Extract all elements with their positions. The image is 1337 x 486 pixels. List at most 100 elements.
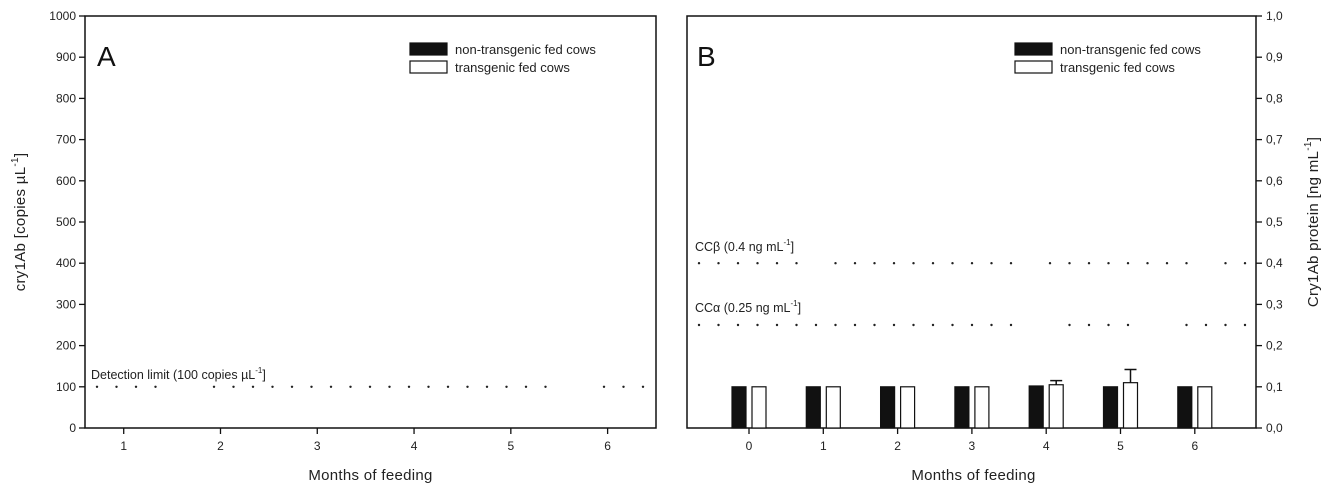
reference-line-ccalpha-dot <box>853 323 857 327</box>
reference-line-dot <box>466 385 469 388</box>
reference-line-dot <box>212 385 216 388</box>
reference-line-dot <box>602 385 606 388</box>
reference-line-ccalpha-dot <box>795 323 798 327</box>
reference-line-label: Detection limit (100 copies µL-1] <box>91 366 266 382</box>
reference-line-ccbeta-dot <box>1068 262 1071 265</box>
y-tick-label: 1,0 <box>1266 9 1283 23</box>
x-axis-title: Months of feeding <box>911 467 1035 484</box>
reference-line-ccalpha-dot <box>717 323 720 327</box>
reference-line-dot <box>115 385 118 388</box>
bar-non-transgenic <box>1177 386 1193 429</box>
reference-line-ccbeta-dot <box>990 262 993 265</box>
y-tick-label: 100 <box>56 380 76 394</box>
reference-line-dot <box>271 385 274 388</box>
reference-line-dot <box>134 385 138 388</box>
legend: non-transgenic fed cows transgenic fed co… <box>409 42 596 75</box>
reference-line-ccbeta-dot <box>1165 262 1169 265</box>
y-tick-label: 0,9 <box>1266 50 1283 64</box>
reference-line-ccbeta-dot <box>912 262 915 265</box>
reference-line-label-ccalpha: CCα (0.25 ng mL-1] <box>695 299 801 315</box>
reference-line-ccbeta-dot <box>697 262 701 265</box>
legend-swatch <box>1014 42 1053 56</box>
x-tick-label: 0 <box>746 439 753 453</box>
y-tick-label: 500 <box>56 215 76 229</box>
reference-line-label-tail: ] <box>262 368 265 382</box>
reference-line-ccalpha-dot <box>1087 323 1091 327</box>
reference-line-ccalpha-dot <box>756 323 759 327</box>
reference-line-dot <box>524 385 528 388</box>
reference-line-label-main: Detection limit (100 copies µL <box>91 368 255 382</box>
reference-line-ccalpha-dot <box>1126 323 1130 327</box>
y-tick-label: 0,0 <box>1266 421 1283 435</box>
panel-b: 0,0 0,1 0,2 0,3 0,4 0,5 0,6 0,7 0,8 0,9 1,0 0 1 2 3 4 5 6… <box>686 9 1322 484</box>
reference-line-ccbeta-dot <box>1107 262 1110 265</box>
reference-line-label-ccalpha-tail: ] <box>798 301 801 315</box>
y-tick-label: 400 <box>56 256 76 270</box>
reference-line-dot <box>446 385 450 388</box>
reference-line-ccalpha-dot <box>736 323 740 327</box>
y-axis-title: Cry1Ab protein [ng mL-1] <box>1303 137 1322 307</box>
y-axis-title-close: ] <box>12 153 29 157</box>
reference-line-dot <box>485 385 489 388</box>
y-tick-label: 600 <box>56 174 76 188</box>
y-tick-label: 0,7 <box>1266 133 1283 147</box>
reference-line-ccalpha-dot <box>1009 323 1013 327</box>
panel-a: 0 100 200 300 400 500 600 700 800 900 1000 1 2 3 4 5 6 Mo… <box>10 9 657 484</box>
y-tick-label: 900 <box>56 50 76 64</box>
y-axis-title-close: ] <box>1305 137 1322 141</box>
x-axis-title: Months of feeding <box>308 467 432 484</box>
y-tick-label: 300 <box>56 297 76 311</box>
reference-line-dot <box>407 385 411 388</box>
x-tick-label: 6 <box>1191 439 1198 453</box>
bar-transgenic <box>974 386 990 429</box>
reference-line-ccalpha-dot <box>951 323 954 327</box>
x-tick-label: 1 <box>120 439 127 453</box>
bar-non-transgenic <box>1102 386 1119 429</box>
reference-line-ccbeta-dot <box>873 262 876 265</box>
y-tick-label: 800 <box>56 91 76 105</box>
reference-line-dot <box>368 385 372 388</box>
reference-line-ccalpha-dot <box>931 323 935 327</box>
bar-transgenic <box>825 386 841 429</box>
y-tick-label: 0,2 <box>1266 339 1283 353</box>
reference-line-ccbeta-dot <box>1048 262 1052 265</box>
reference-line-dot <box>232 385 235 388</box>
reference-line-ccalpha-dot <box>1224 323 1227 327</box>
reference-line-ccalpha-dot <box>1243 323 1247 327</box>
reference-line <box>95 385 645 388</box>
bar-transgenic <box>1197 386 1213 429</box>
y-tick-label: 0,4 <box>1266 256 1283 270</box>
reference-line-dot <box>251 385 255 388</box>
reference-line-dot <box>641 385 645 388</box>
bar-non-transgenic <box>731 386 747 429</box>
y-tick-label: 0,6 <box>1266 174 1283 188</box>
reference-line-ccalpha-dot <box>990 323 993 327</box>
reference-line-ccbeta-dot <box>1243 262 1247 265</box>
reference-line-label-ccbeta-tail: ] <box>791 240 794 254</box>
legend-label: transgenic fed cows <box>1060 60 1175 75</box>
y-axis-title-main: Cry1Ab protein [ng mL <box>1305 151 1322 307</box>
reference-line-ccbeta-dot <box>717 262 720 265</box>
plot-frame <box>84 15 657 429</box>
legend-label: non-transgenic fed cows <box>1060 42 1201 57</box>
reference-line-ccbeta-dot <box>970 262 974 265</box>
reference-line-ccbeta-dot <box>931 262 935 265</box>
reference-line-ccbeta-dot <box>1185 262 1188 265</box>
reference-line-label-ccalpha-sup: -1 <box>790 299 798 308</box>
panel-label: B <box>697 41 716 72</box>
y-tick-label: 0,1 <box>1266 380 1283 394</box>
y-tick-label: 0,3 <box>1266 297 1283 311</box>
reference-line-ccbeta-dot <box>1126 262 1130 265</box>
reference-line-ccalpha-dot <box>873 323 876 327</box>
plot-frame <box>686 15 1257 429</box>
reference-line-ccalpha-dot <box>970 323 974 327</box>
bar-transgenic <box>1122 382 1139 429</box>
reference-line-ccbeta-dot <box>834 262 837 265</box>
reference-line-dot <box>505 385 508 388</box>
y-tick-label: 200 <box>56 339 76 353</box>
reference-line-ccalpha-dot <box>1107 323 1110 327</box>
reference-line-label-ccbeta-main: CCβ (0.4 ng mL <box>695 240 784 254</box>
x-tick-label: 4 <box>1043 439 1050 453</box>
reference-line-ccalpha-dot <box>814 323 818 327</box>
